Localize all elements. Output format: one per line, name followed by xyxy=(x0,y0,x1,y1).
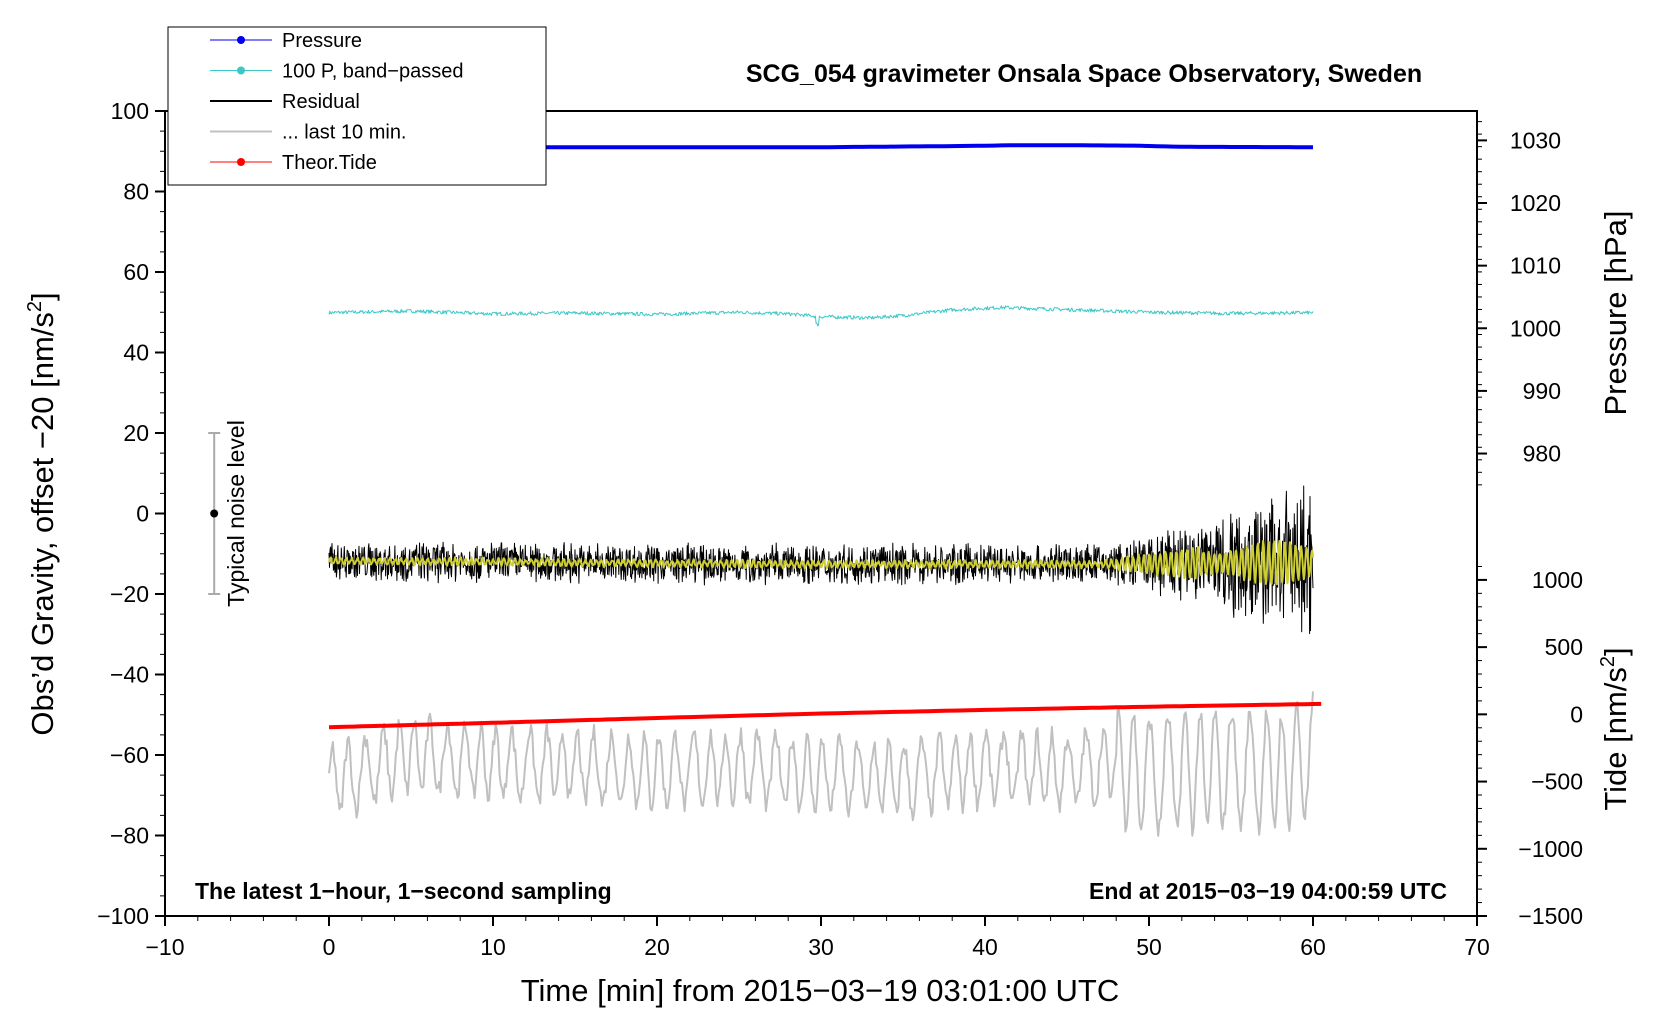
x-tick-label: 0 xyxy=(323,934,336,960)
pressure-tick-label: 1000 xyxy=(1510,315,1561,341)
x-tick-label: 40 xyxy=(972,934,998,960)
legend-dot xyxy=(237,36,245,44)
tide-tick-label: 500 xyxy=(1545,634,1583,660)
legend-label: ... last 10 min. xyxy=(282,122,407,144)
x-tick-label: 70 xyxy=(1464,934,1490,960)
plot-lines xyxy=(328,143,1322,837)
legend-label: Residual xyxy=(282,91,360,113)
pressure-tick-label: 1030 xyxy=(1510,127,1561,153)
y-tick-label: 0 xyxy=(136,501,149,527)
y-axis-label-tide-main: Tide [nm/s xyxy=(1598,667,1633,811)
last-10-min-series xyxy=(328,691,1314,837)
tide-tick-label: 1000 xyxy=(1532,567,1583,593)
legend-label: 100 P, band−passed xyxy=(282,61,463,83)
legend: Pressure 100 P, band−passed Residual ... la… xyxy=(167,26,547,186)
y-axis-gravity: 100 80 60 40 20 0 −20 −40 −60 −80 −100 xyxy=(97,98,165,929)
sampling-note: The latest 1−hour, 1−second sampling xyxy=(195,878,612,904)
legend-label: Theor.Tide xyxy=(282,152,377,174)
residual-smoothed-series xyxy=(328,539,1314,586)
y-axis-label-gravity: Obs’d Gravity, offset −20 [nm/s2] xyxy=(24,292,60,735)
y-tick-label: 60 xyxy=(123,259,149,285)
y-tick-label: −100 xyxy=(97,903,149,929)
tide-tick-label: −500 xyxy=(1531,769,1583,795)
x-tick-label: 30 xyxy=(808,934,834,960)
pressure-tick-label: 1020 xyxy=(1510,190,1561,216)
end-time-note: End at 2015−03−19 04:00:59 UTC xyxy=(1089,878,1447,904)
tide-tick-label: −1000 xyxy=(1518,836,1583,862)
x-tick-label: −10 xyxy=(145,934,184,960)
noise-marker xyxy=(208,432,221,595)
pressure-tick-label: 1010 xyxy=(1510,253,1561,279)
y-axis-label-gravity-end: ] xyxy=(25,292,60,301)
noise-dot xyxy=(210,509,219,518)
noise-level-label: Typical noise level xyxy=(223,420,249,607)
y-tick-label: −60 xyxy=(110,742,149,768)
y-tick-label: 40 xyxy=(123,340,149,366)
y-axis-pressure: 1030 1020 1010 1000 990 980 xyxy=(1477,121,1561,486)
legend-dot xyxy=(237,158,245,166)
x-axis-label: Time [min] from 2015−03−19 03:01:00 UTC xyxy=(521,973,1120,1008)
y-axis-label-gravity-sup: 2 xyxy=(24,301,46,312)
tide-tick-label: 0 xyxy=(1570,701,1583,727)
theoretical-tide-series xyxy=(328,701,1322,730)
x-tick-label: 10 xyxy=(480,934,506,960)
tide-tick-label: −1500 xyxy=(1518,903,1583,929)
legend-items: Pressure 100 P, band−passed Residual ... la… xyxy=(210,30,463,174)
y-tick-label: 80 xyxy=(123,179,149,205)
pressure-tick-label: 980 xyxy=(1523,441,1561,467)
plot-frame xyxy=(164,110,1478,917)
legend-label: Pressure xyxy=(282,30,362,52)
y-tick-label: −20 xyxy=(110,581,149,607)
y-axis-label-tide: Tide [nm/s2] xyxy=(1597,647,1633,810)
y-axis-label-tide-sup: 2 xyxy=(1597,656,1619,667)
pressure-tick-label: 990 xyxy=(1523,378,1561,404)
y-axis-label-pressure: Pressure [hPa] xyxy=(1598,210,1633,415)
x-tick-label: 50 xyxy=(1136,934,1162,960)
y-tick-label: 20 xyxy=(123,420,149,446)
y-tick-label: −80 xyxy=(110,823,149,849)
chart-title: SCG_054 gravimeter Onsala Space Observat… xyxy=(746,60,1422,88)
legend-box xyxy=(167,26,547,186)
y-tick-label: 100 xyxy=(111,98,149,124)
y-axis-label-gravity-main: Obs’d Gravity, offset −20 [nm/s xyxy=(25,312,60,736)
x-tick-label: 60 xyxy=(1300,934,1326,960)
y-tick-label: −40 xyxy=(110,662,149,688)
bandpassed-pressure-series xyxy=(328,305,1314,327)
y-axis-tide: 1000 500 0 −500 −1000 −1500 xyxy=(1477,565,1583,929)
x-axis: −10 0 10 20 30 40 50 60 70 xyxy=(145,916,1490,960)
x-tick-label: 20 xyxy=(644,934,670,960)
y-axis-label-tide-end: ] xyxy=(1598,647,1633,656)
legend-dot xyxy=(237,66,245,75)
